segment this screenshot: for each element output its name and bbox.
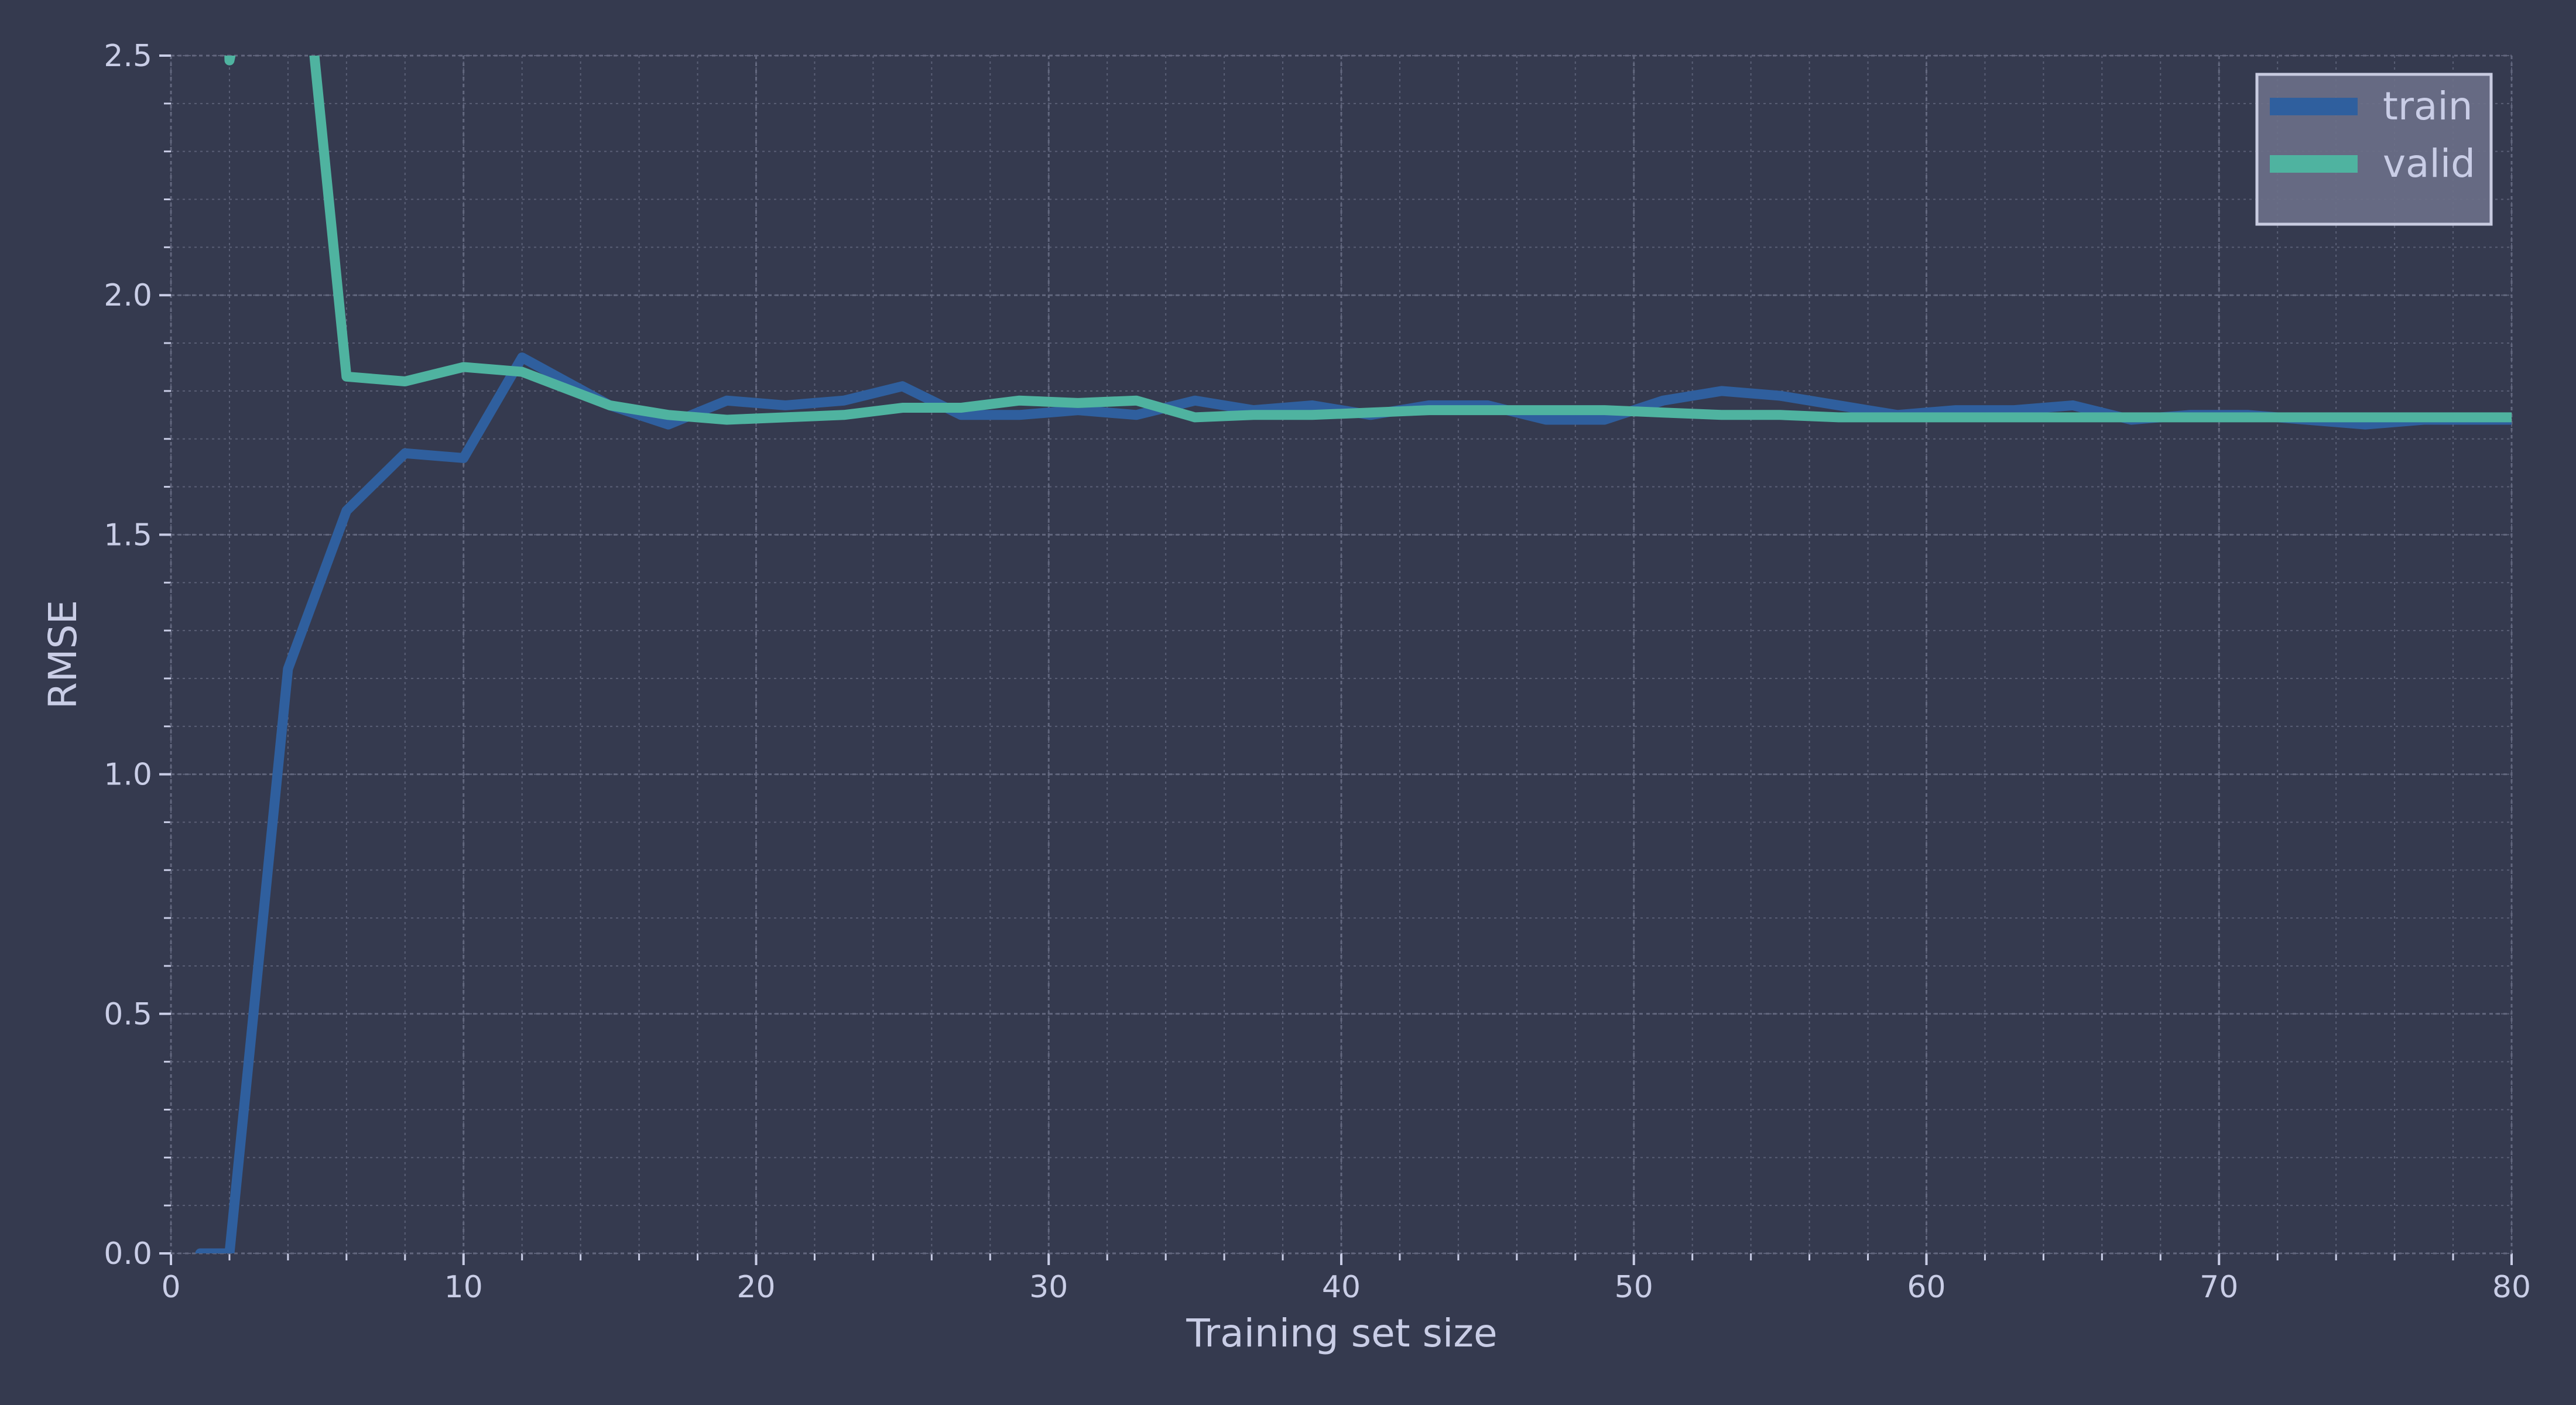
x-tick-label: 40 [1322, 1270, 1361, 1305]
y-tick-label: 0.5 [104, 997, 152, 1032]
x-tick-label: 60 [1907, 1270, 1945, 1305]
x-tick-label: 80 [2492, 1270, 2531, 1305]
x-tick-label: 50 [1615, 1270, 1653, 1305]
x-tick-label: 0 [161, 1270, 180, 1305]
y-tick-label: 1.0 [104, 758, 152, 793]
y-tick-label: 2.0 [104, 278, 152, 313]
y-tick-label: 2.5 [104, 39, 152, 74]
plot-area [195, 56, 2512, 1253]
series-line [195, 352, 2512, 1253]
x-tick-label: 20 [737, 1270, 775, 1305]
y-axis-label: RMSE [40, 600, 85, 709]
x-tick-label: 30 [1029, 1270, 1068, 1305]
y-tick-label: 1.5 [104, 518, 152, 553]
x-tick-label: 10 [444, 1270, 483, 1305]
x-axis-label: Training set size [1186, 1311, 1497, 1356]
y-tick-label: 0.0 [104, 1236, 152, 1272]
legend-label: valid [2383, 141, 2475, 186]
series-line [224, 56, 2512, 425]
x-tick-label: 70 [2200, 1270, 2238, 1305]
legend-label: train [2383, 84, 2473, 129]
